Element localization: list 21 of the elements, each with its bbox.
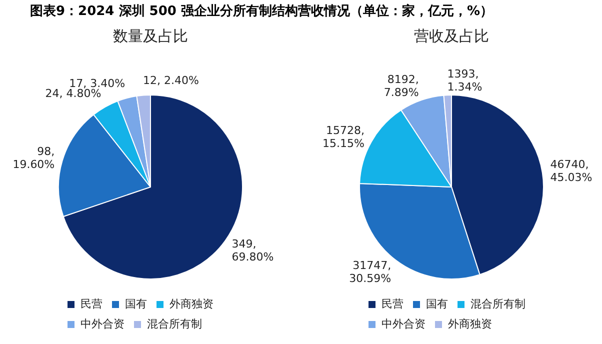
text: 图表9：2024 深圳 500 强企业分所有制结构营收情况（单位：家，亿元，%） — [29, 2, 494, 21]
legend-label: 外商独资 — [170, 297, 214, 310]
data-label: 8192, 7.89% — [384, 72, 419, 99]
legend-label: 国有 — [125, 297, 147, 310]
data-label: 12, 2.40% — [142, 74, 199, 88]
legend-label: 中外合资 — [80, 317, 124, 330]
legend-label: 中外合资 — [382, 317, 426, 330]
chart-title: 数量及占比 — [113, 26, 188, 45]
legend-label: 混合所有制 — [147, 317, 202, 330]
data-label: 349, 69.80% — [232, 238, 274, 264]
data-label: 31747, 30.59% — [349, 259, 392, 286]
chart-title: 营收及占比 — [414, 26, 489, 45]
legend-label: 国有 — [426, 297, 448, 310]
data-label: 98, 19.60% — [12, 144, 55, 171]
legend-label: 民营 — [382, 297, 404, 310]
data-label: 46740, 45.03% — [550, 158, 592, 184]
legend-label: 混合所有制 — [470, 297, 526, 310]
data-label: 1393, 1.34% — [447, 67, 482, 94]
legend-label: 民营 — [80, 297, 102, 310]
data-label: 15728, 15.15% — [322, 124, 364, 150]
legend-label: 外商独资 — [448, 317, 492, 330]
